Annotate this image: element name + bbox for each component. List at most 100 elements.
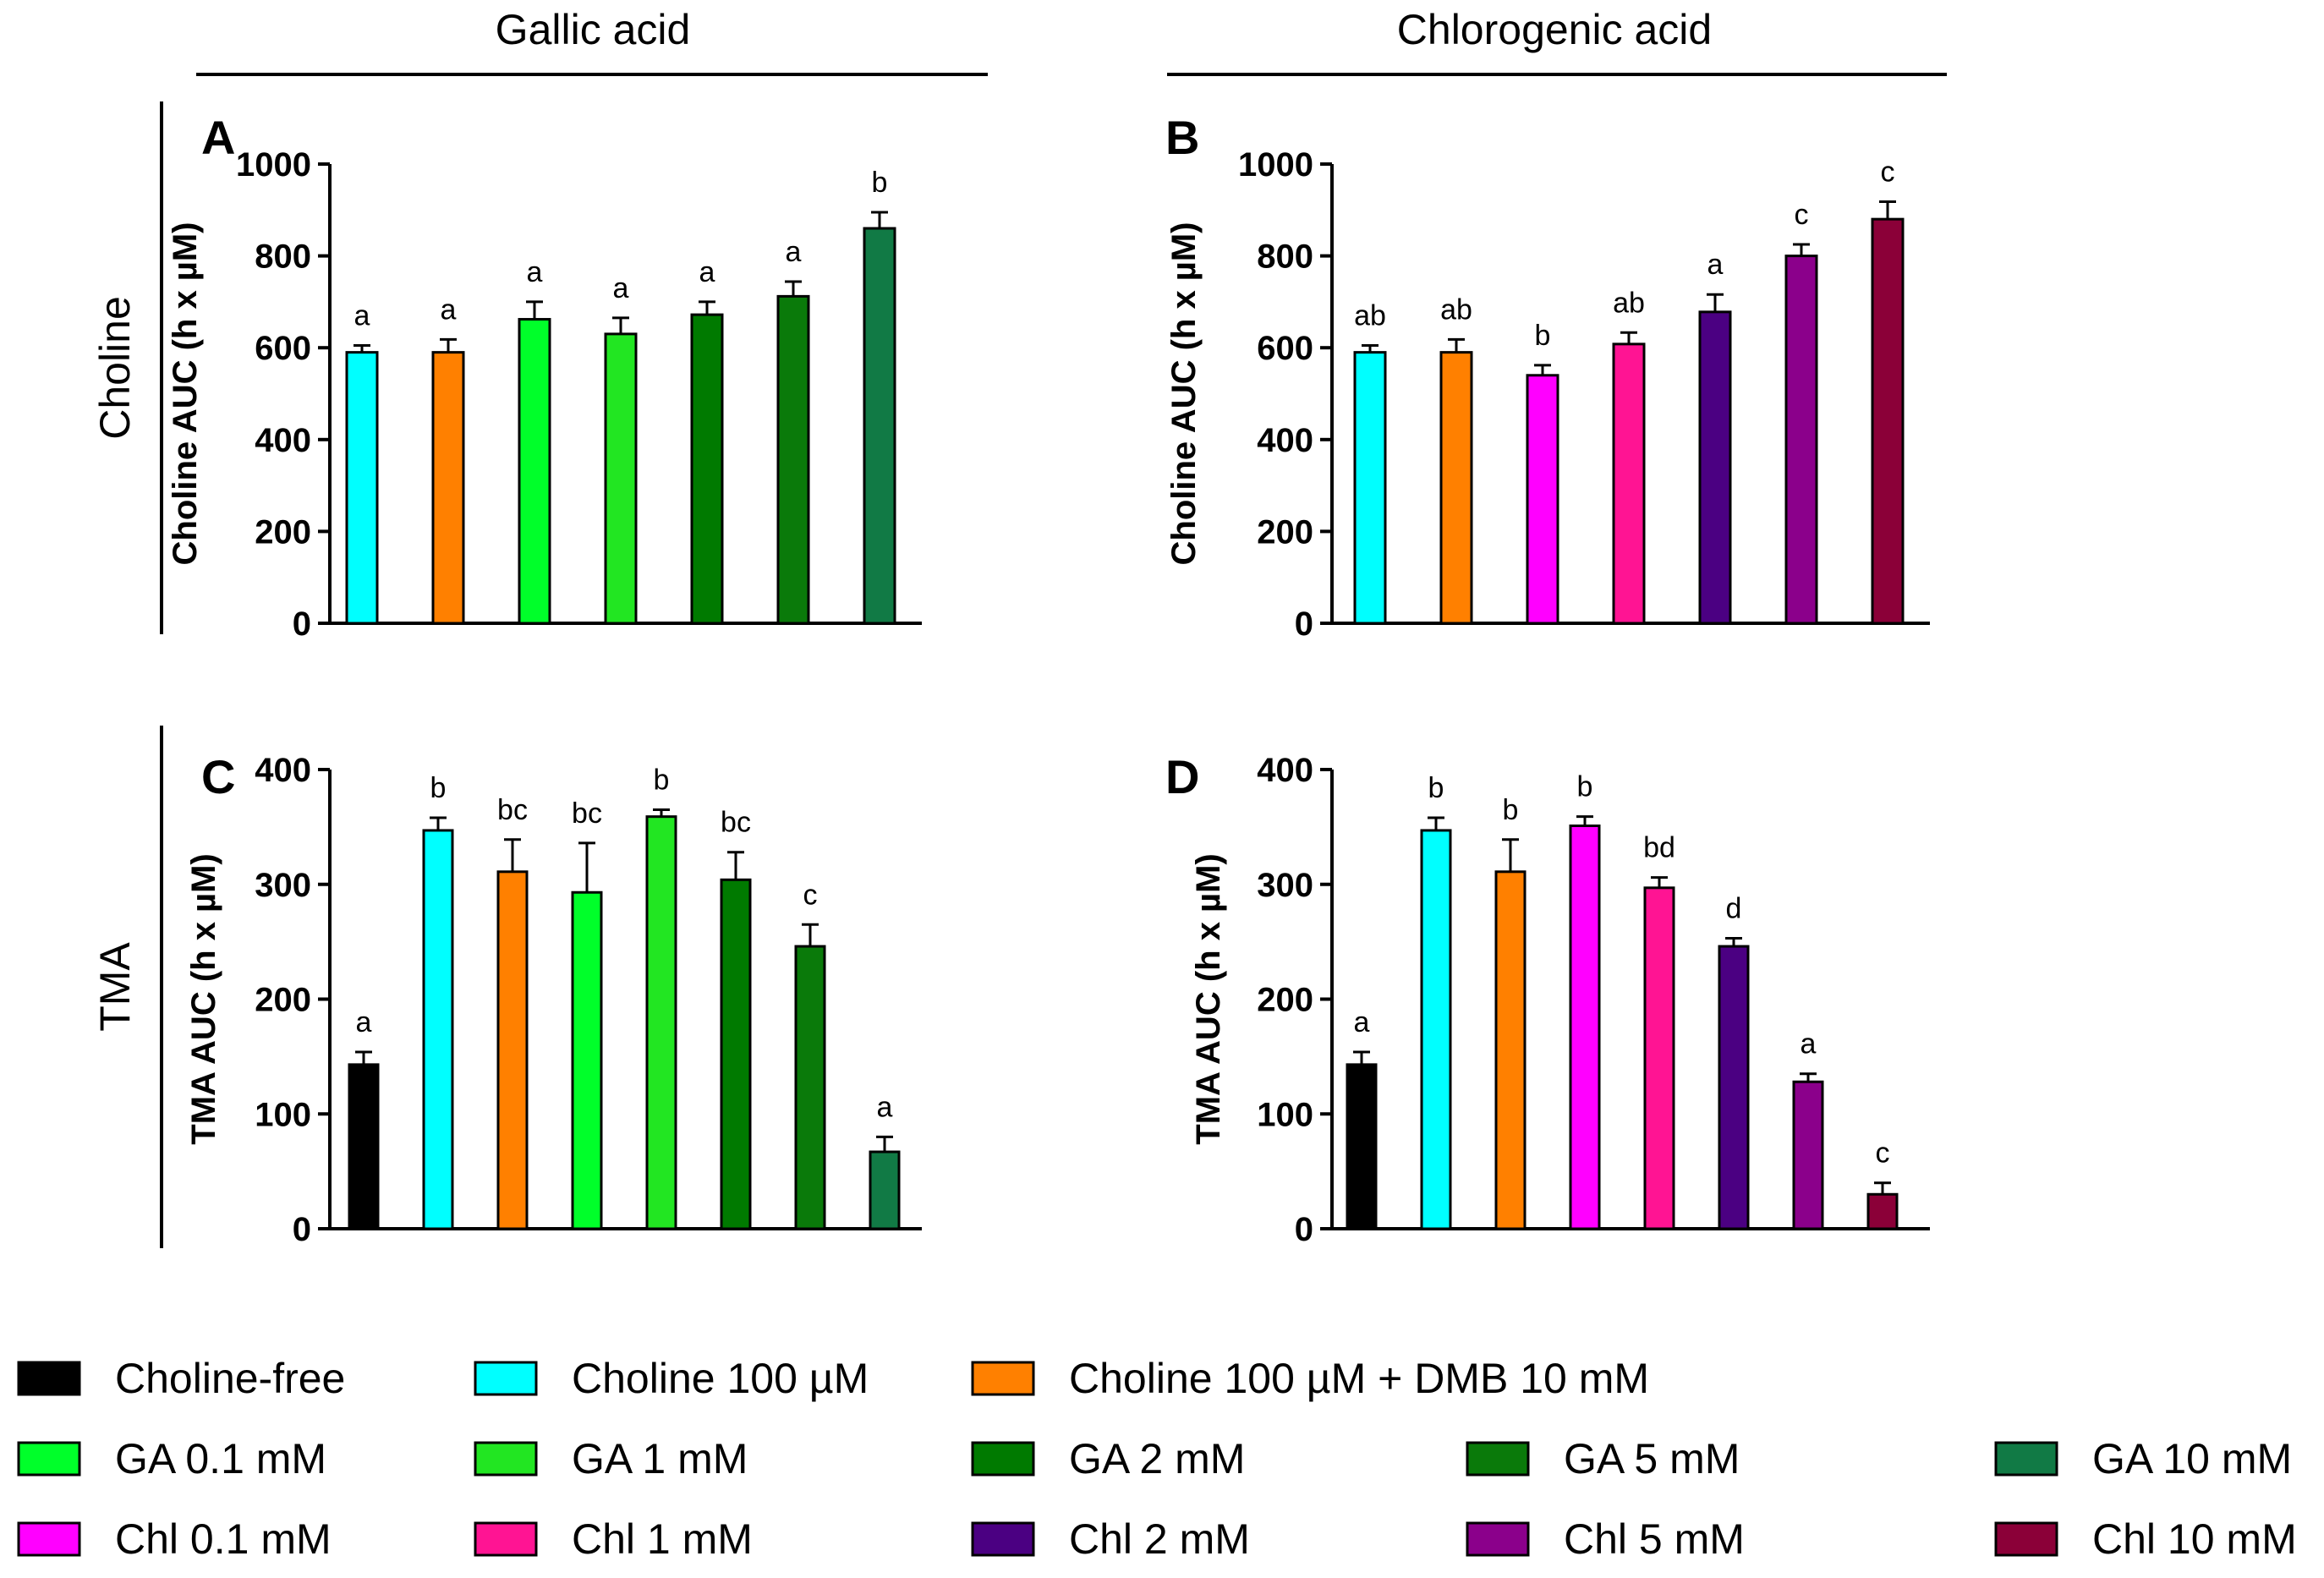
legend: Choline-free Choline 100 µM Choline 100 µM… xyxy=(17,1355,2297,1563)
y-tick-label: 600 xyxy=(255,330,311,367)
significance-letter: c xyxy=(803,879,818,911)
bar xyxy=(720,878,752,1230)
y-tick-label: 0 xyxy=(293,1211,311,1248)
legend-label: Choline 100 µM xyxy=(572,1355,869,1402)
header-chlorogenic-acid: Chlorogenic acid xyxy=(1397,6,1712,53)
legend-swatch xyxy=(474,1441,538,1477)
significance-letter: a xyxy=(1801,1028,1817,1060)
legend-label: Chl 10 mM xyxy=(2092,1515,2297,1563)
bar xyxy=(690,313,724,625)
y-axis-title-a: Choline AUC (h x µM) xyxy=(167,222,204,566)
y-tick-label: 200 xyxy=(255,513,311,551)
bar xyxy=(1792,1080,1824,1230)
bar xyxy=(518,318,551,625)
bar xyxy=(1353,351,1387,625)
significance-letter: a xyxy=(356,1006,372,1038)
legend-swatch xyxy=(17,1441,81,1477)
y-tick-label: 0 xyxy=(293,605,311,643)
legend-swatch xyxy=(971,1361,1035,1396)
bar xyxy=(869,1150,901,1230)
bar xyxy=(776,294,810,625)
bar xyxy=(1718,945,1750,1230)
legend-swatch xyxy=(17,1521,81,1557)
bar xyxy=(1698,310,1732,625)
bar xyxy=(422,829,454,1230)
bar xyxy=(1494,870,1526,1230)
legend-swatch xyxy=(971,1441,1035,1477)
legend-label: Chl 2 mM xyxy=(1069,1515,1250,1563)
significance-letter: b xyxy=(872,167,888,199)
y-tick-label: 1000 xyxy=(236,146,311,184)
bar xyxy=(1346,1063,1378,1230)
y-tick-label: 100 xyxy=(1257,1096,1313,1133)
significance-letter: a xyxy=(527,256,543,288)
bar xyxy=(1569,825,1601,1230)
significance-letter: a xyxy=(877,1091,893,1123)
significance-letter: ab xyxy=(1613,287,1645,319)
significance-letter: c xyxy=(1795,199,1809,231)
bar xyxy=(345,351,379,625)
panel-label-a: A xyxy=(201,111,235,164)
bar xyxy=(645,815,677,1230)
significance-letter: c xyxy=(1876,1137,1890,1170)
bar xyxy=(496,870,529,1230)
significance-letter: a xyxy=(1707,249,1724,281)
significance-letter: a xyxy=(354,299,370,331)
significance-letter: bc xyxy=(497,794,528,826)
y-tick-label: 0 xyxy=(1295,1211,1313,1248)
significance-letter: ab xyxy=(1354,299,1386,331)
row-tma-label: TMA xyxy=(91,942,139,1032)
significance-letter: a xyxy=(441,293,457,326)
legend-swatch xyxy=(474,1521,538,1557)
panel-c: C TMA AUC (h x µM) 0 100 200 300 400 a b bc bc b bc c… xyxy=(185,750,922,1248)
significance-letter: b xyxy=(1428,772,1444,804)
bar xyxy=(1526,374,1559,625)
legend-label: Choline 100 µM + DMB 10 mM xyxy=(1069,1355,1649,1402)
y-tick-label: 400 xyxy=(1257,422,1313,459)
significance-letter: b xyxy=(654,764,670,797)
y-tick-label: 400 xyxy=(1257,752,1313,789)
y-tick-label: 200 xyxy=(1257,982,1313,1019)
legend-swatch xyxy=(971,1521,1035,1557)
significance-letter: b xyxy=(1503,794,1519,826)
y-axis-title-b: Choline AUC (h x µM) xyxy=(1165,222,1203,566)
bar xyxy=(1784,255,1818,625)
y-tick-label: 800 xyxy=(255,238,311,276)
y-tick-label: 300 xyxy=(1257,867,1313,904)
bar xyxy=(604,332,638,625)
bar xyxy=(1871,217,1905,625)
bar xyxy=(1643,886,1675,1230)
significance-letter: c xyxy=(1881,156,1895,189)
y-tick-label: 100 xyxy=(255,1096,311,1133)
legend-label: Chl 5 mM xyxy=(1564,1515,1745,1563)
legend-swatch xyxy=(17,1361,81,1396)
significance-letter: d xyxy=(1726,893,1742,925)
bar xyxy=(794,945,826,1230)
significance-letter: a xyxy=(1354,1006,1370,1038)
row-choline-label: Choline xyxy=(91,296,139,440)
legend-label: Chl 1 mM xyxy=(572,1515,753,1563)
significance-letter: b xyxy=(1577,771,1593,803)
significance-letter: b xyxy=(1535,320,1551,352)
bar xyxy=(571,890,603,1230)
bar xyxy=(1439,351,1473,625)
y-tick-label: 400 xyxy=(255,752,311,789)
y-tick-label: 800 xyxy=(1257,238,1313,276)
header-gallic-acid: Gallic acid xyxy=(496,6,691,53)
significance-letter: b xyxy=(430,772,447,804)
significance-letter: bd xyxy=(1643,832,1675,864)
y-tick-label: 1000 xyxy=(1238,146,1313,184)
panel-label-d: D xyxy=(1165,750,1199,803)
legend-swatch xyxy=(1466,1521,1530,1557)
y-tick-label: 0 xyxy=(1295,605,1313,643)
legend-swatch xyxy=(474,1361,538,1396)
y-tick-label: 200 xyxy=(1257,513,1313,551)
legend-label: Choline-free xyxy=(115,1355,345,1402)
legend-label: GA 2 mM xyxy=(1069,1435,1245,1482)
y-tick-label: 200 xyxy=(255,982,311,1019)
legend-swatch xyxy=(1466,1441,1530,1477)
significance-letter: a xyxy=(786,236,802,268)
panel-label-c: C xyxy=(201,750,235,803)
